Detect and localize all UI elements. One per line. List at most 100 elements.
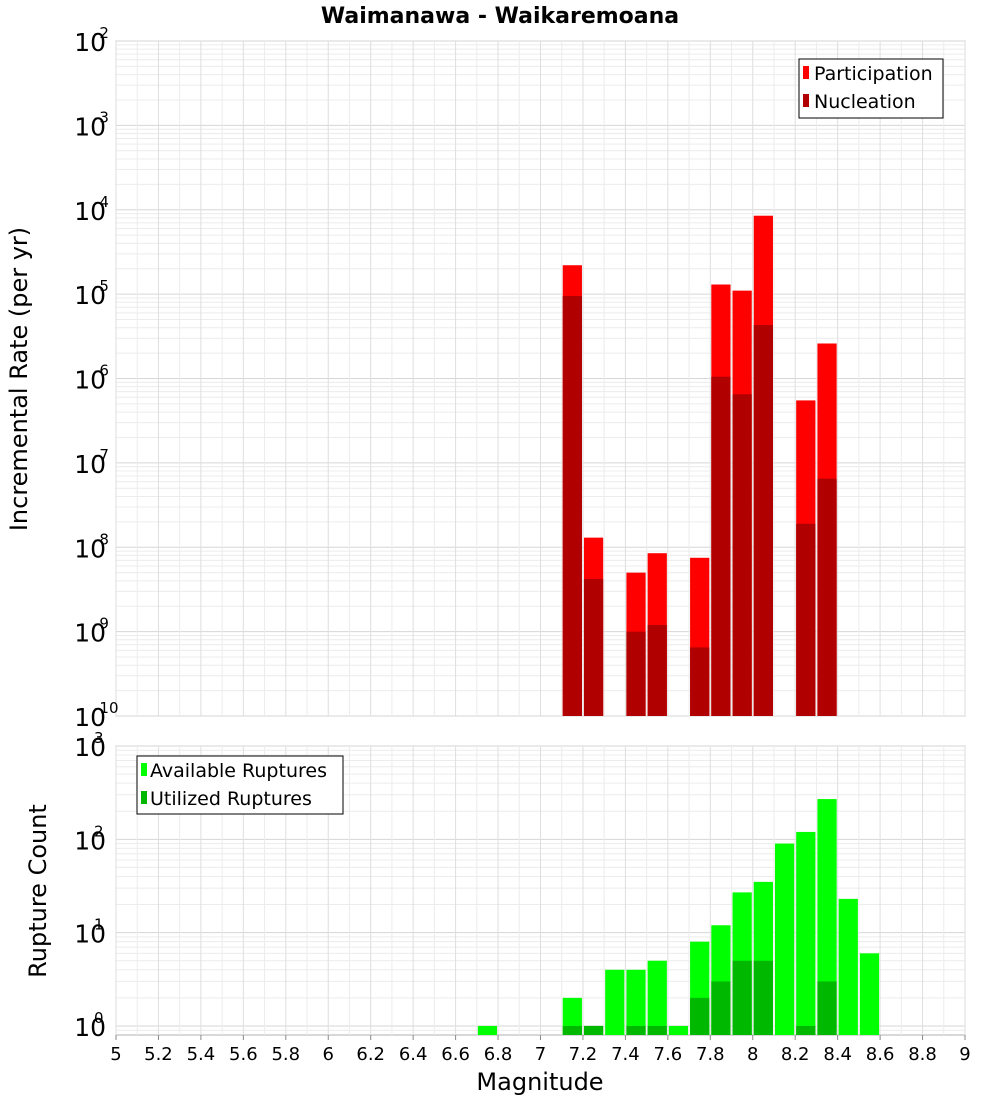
top-y-tick-label: 10-2: [74, 24, 109, 57]
top-grid: [115, 40, 966, 717]
legend-label-nucleation: Nucleation: [814, 91, 916, 113]
y-tick-base: 10: [74, 112, 106, 141]
top-y-tick-label: 10-9: [74, 615, 109, 648]
bottom-bar-secondary: [562, 1025, 582, 1035]
y-tick-base: 10: [74, 619, 106, 648]
top-bar-secondary: [711, 376, 731, 716]
top-legend-box: [798, 58, 944, 119]
bottom-bar-primary: [477, 1025, 498, 1035]
y-tick-base: 10: [74, 366, 106, 395]
x-ticks: 5 5.2 5.4 5.6 5.8 6 6.2 6.4 6.6 6.8 7 7.2 7.4 7.6 7.8 8…: [110, 1035, 971, 1065]
bottom-bar-primary: [817, 799, 837, 1035]
x-tick-label: 7.4: [611, 1044, 640, 1065]
y-tick-exponent: 1: [94, 916, 104, 934]
top-bar-secondary: [753, 325, 773, 716]
y-tick-base: 10: [74, 281, 106, 310]
x-tick-label: 7.8: [696, 1044, 725, 1065]
bottom-bar-secondary: [690, 997, 710, 1035]
y-tick-base: 10: [74, 826, 106, 855]
x-tick-label: 6.8: [484, 1044, 513, 1065]
x-tick-label: 5.6: [229, 1044, 258, 1065]
y-tick-exponent: -6: [94, 362, 109, 380]
bottom-bar-primary: [668, 1025, 689, 1035]
top-y-tick-label: 10-4: [74, 193, 109, 226]
legend-swatch-nucleation: [803, 94, 809, 107]
bottom-bar-secondary: [583, 1025, 604, 1035]
top-bar-secondary: [690, 647, 710, 716]
bottom-bar-primary: [562, 997, 582, 1035]
x-tick-label: 5: [110, 1044, 121, 1065]
y-tick-base: 10: [74, 920, 106, 949]
bottom-bar-secondary: [732, 960, 752, 1035]
bottom-bar-primary: [774, 843, 795, 1035]
bottom-y-axis-label: Rupture Count: [24, 804, 52, 978]
top-y-tick-label: 10-7: [74, 446, 109, 479]
y-tick-base: 10: [74, 450, 106, 479]
x-tick-label: 7: [535, 1044, 546, 1065]
y-tick-exponent: -4: [94, 193, 109, 211]
x-axis-label: Magnitude: [476, 1068, 603, 1096]
bottom-bar-secondary: [753, 960, 773, 1035]
y-tick-exponent: -3: [94, 108, 109, 126]
bottom-bar-primary: [626, 969, 646, 1035]
top-bar-secondary: [626, 631, 646, 717]
bottom-bar-primary: [838, 898, 858, 1035]
top-bar-secondary: [562, 296, 582, 716]
y-tick-exponent: -8: [94, 530, 109, 548]
top-y-tick-label: 10-6: [74, 362, 109, 395]
bottom-bar-primary: [796, 831, 816, 1035]
y-tick-base: 10: [74, 28, 106, 57]
x-tick-label: 8.6: [866, 1044, 895, 1065]
bottom-bar-secondary: [626, 1025, 646, 1035]
x-tick-label: 8.4: [823, 1044, 852, 1065]
x-tick-label: 5.2: [144, 1044, 173, 1065]
top-bar-secondary: [647, 624, 667, 716]
top-bar-secondary: [796, 523, 816, 716]
bottom-bar-secondary: [796, 1025, 816, 1035]
legend-swatch-available: [141, 763, 147, 776]
bottom-y-tick-label: 101: [74, 916, 106, 949]
top-bar-secondary: [817, 478, 837, 716]
y-tick-base: 10: [74, 534, 106, 563]
x-tick-label: 8.2: [781, 1044, 810, 1065]
bottom-bar-secondary: [711, 981, 731, 1035]
y-tick-exponent: -10: [94, 699, 119, 717]
bottom-y-tick-label: 102: [74, 822, 106, 855]
x-tick-label: 5.4: [187, 1044, 216, 1065]
legend-swatch-utilized: [141, 791, 147, 804]
top-bars: [562, 215, 837, 717]
legend-label-available: Available Ruptures: [150, 760, 327, 782]
bottom-bar-secondary: [647, 1025, 667, 1035]
y-tick-base: 10: [74, 197, 106, 226]
bottom-y-tick-label: 100: [74, 1009, 106, 1042]
x-tick-label: 5.8: [271, 1044, 300, 1065]
x-tick-label: 7.2: [569, 1044, 598, 1065]
y-tick-exponent: 0: [94, 1009, 104, 1027]
y-tick-exponent: 3: [94, 729, 104, 747]
x-tick-label: 6.4: [399, 1044, 428, 1065]
y-tick-base: 10: [74, 703, 106, 732]
top-y-tick-label: 10-10: [74, 699, 118, 732]
bottom-legend: Available Ruptures Utilized Ruptures: [136, 755, 344, 815]
y-tick-exponent: 2: [94, 822, 104, 840]
y-tick-exponent: -7: [94, 446, 109, 464]
x-tick-label: 8.8: [908, 1044, 937, 1065]
x-tick-label: 9: [959, 1044, 970, 1065]
top-y-axis-label: Incremental Rate (per yr): [5, 227, 33, 531]
top-bar-secondary: [583, 579, 604, 716]
legend-label-utilized: Utilized Ruptures: [150, 788, 312, 810]
top-bar-secondary: [732, 394, 752, 716]
x-tick-label: 6.6: [441, 1044, 470, 1065]
x-tick-label: 8: [747, 1044, 758, 1065]
legend-label-participation: Participation: [814, 63, 933, 85]
y-tick-exponent: -9: [94, 615, 109, 633]
bottom-legend-box: [136, 755, 344, 815]
bottom-bar-primary: [859, 953, 880, 1035]
y-tick-exponent: -2: [94, 24, 109, 42]
y-tick-exponent: -5: [94, 277, 109, 295]
